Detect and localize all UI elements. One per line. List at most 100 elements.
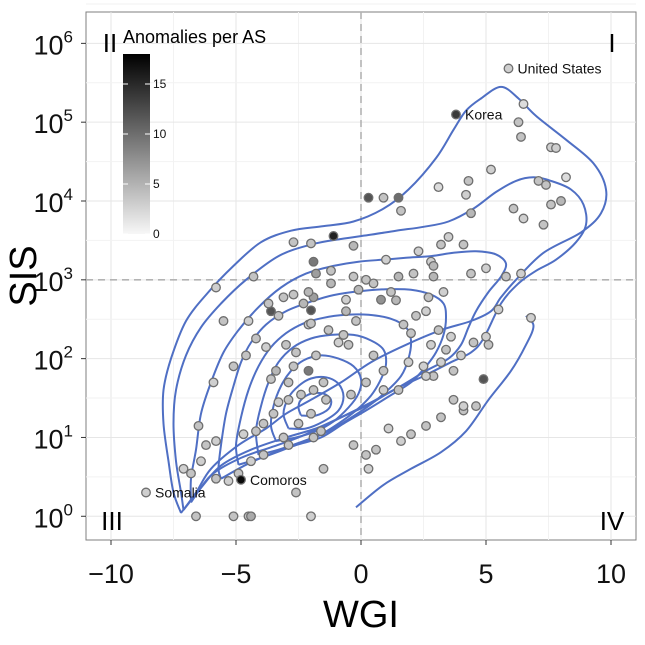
data-point [393,192,404,203]
data-point [483,339,494,350]
data-point [368,278,379,289]
data-point [371,444,381,455]
data-point [486,164,496,175]
y-axis-label: SIS [3,245,45,306]
data-point [423,292,434,303]
data-point [421,420,431,431]
data-point [273,310,284,321]
data-point [393,385,404,395]
data-point [361,377,371,388]
y-tick-label: 104 [33,185,73,218]
data-point [446,331,456,342]
data-point [458,239,469,250]
data-point [461,189,471,200]
y-tick-label: 102 [33,343,73,376]
data-point [518,99,529,109]
data-point [508,203,519,214]
data-point [418,361,429,372]
data-point [346,389,356,400]
data-point [326,278,336,289]
data-point [541,179,551,190]
y-tick-label: 100 [33,500,73,533]
data-point [436,239,446,250]
data-point [236,474,246,485]
data-point [411,310,421,321]
y-tick-label: 101 [33,421,73,454]
data-point [466,268,476,279]
data-point [441,344,451,355]
data-point [443,231,454,242]
x-tick-label: 0 [353,559,368,589]
data-point [223,476,234,486]
contour-line-3 [189,250,508,503]
data-point [396,205,406,216]
data-point [308,256,319,267]
data-point [361,449,371,460]
data-point [368,350,379,361]
contour-line-7 [269,354,363,443]
data-point [438,287,449,297]
data-point [318,377,329,388]
data-point [308,385,319,395]
legend-tick-label: 10 [153,127,167,141]
data-point [463,175,474,186]
data-point [546,199,556,210]
data-point [481,263,491,274]
data-point [326,265,336,276]
quadrant-label-i: I [608,28,615,58]
data-point [238,429,249,440]
legend-tick-label: 0 [153,227,160,241]
data-point [393,271,404,282]
data-point [428,271,439,282]
data-point [403,357,414,368]
data-point [306,318,316,329]
y-tick-label: 106 [33,27,73,60]
data-point [196,456,206,467]
x-tick-label: −10 [88,559,134,589]
data-point [328,231,339,241]
data-point [288,361,299,372]
data-point [263,298,274,309]
data-point [246,511,256,522]
y-tick-label: 103 [33,264,73,297]
data-point [421,371,431,382]
x-tick-label: 5 [478,559,493,589]
y-tick-label: 105 [33,106,73,139]
data-point [281,339,291,350]
data-point [278,292,289,303]
data-point [261,342,271,353]
data-point [208,377,219,388]
data-point [363,463,374,474]
data-point [218,316,229,326]
data-point [516,268,526,279]
data-point [268,408,279,419]
x-tick-label: −5 [221,559,252,589]
data-point [141,487,151,498]
data-point [518,213,529,224]
data-point [306,305,316,316]
data-point [283,440,294,451]
data-point [291,487,301,498]
y-axis: 100 101 102 103 104 105 106 [33,27,86,533]
data-point [193,420,204,431]
data-point [306,238,316,249]
contour-line-1 [161,85,608,514]
point-label: United States [518,61,602,77]
data-point [398,319,409,330]
contour-line-10 [355,315,535,509]
x-axis: −10 −5 0 5 10 [88,540,626,589]
data-point [211,282,221,293]
data-point [503,63,514,74]
data-point [303,287,314,297]
legend-colorbar [123,54,150,234]
data-point [258,418,269,429]
data-point [211,436,221,447]
data-point [448,394,459,405]
data-point [516,131,526,142]
data-point [481,331,491,342]
data-point [283,394,294,405]
point-label: Somalia [155,485,206,501]
data-point [468,337,479,348]
data-point [296,389,306,400]
